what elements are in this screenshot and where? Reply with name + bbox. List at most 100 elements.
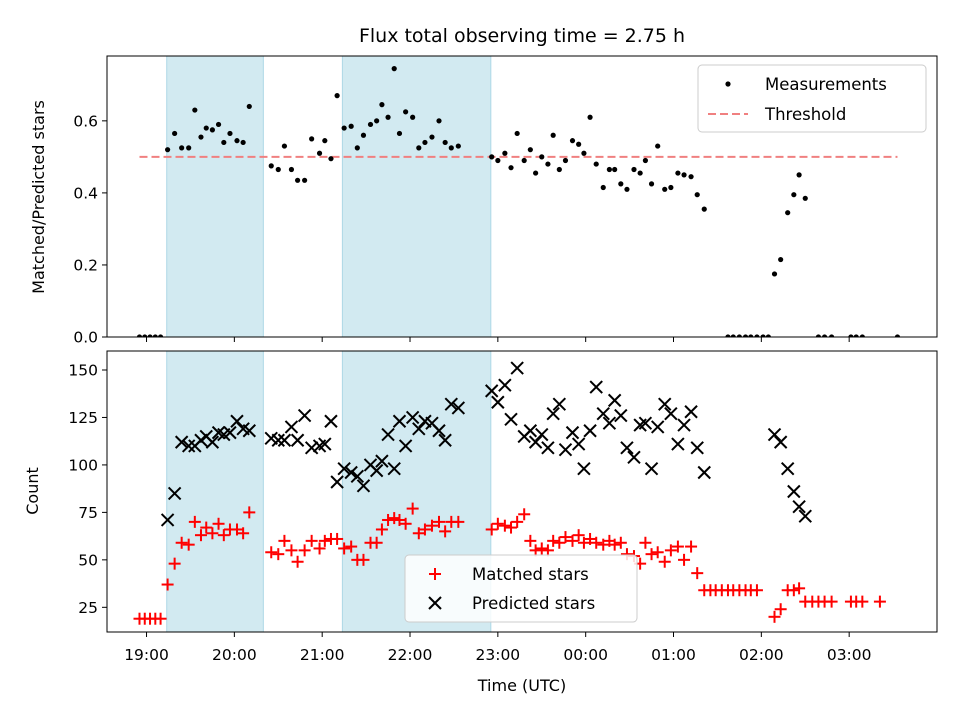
measurement-point — [618, 181, 624, 187]
predicted-point — [589, 380, 603, 394]
x-tick-label: 22:00 — [388, 646, 433, 664]
matched-point — [375, 523, 388, 536]
predicted-point — [451, 401, 466, 415]
measurement-point — [379, 102, 385, 108]
measurement-point — [514, 130, 520, 137]
predicted-point — [369, 463, 384, 478]
predicted-point — [528, 435, 543, 449]
predicted-point — [644, 462, 659, 476]
predicted-point — [504, 412, 518, 427]
measurement-point — [391, 66, 397, 72]
predicted-point — [392, 414, 407, 428]
measurement-point — [675, 170, 681, 176]
predicted-point — [677, 418, 691, 432]
matched-point — [182, 538, 195, 551]
predicted-point — [290, 433, 305, 447]
measurement-point — [587, 114, 593, 120]
predicted-point — [432, 424, 446, 438]
measurement-point — [275, 166, 281, 173]
predicted-point — [304, 441, 319, 455]
matched-point — [651, 546, 664, 559]
measurement-point — [403, 109, 409, 115]
predicted-point — [596, 406, 610, 421]
legend-predicted-label: Predicted stars — [472, 594, 595, 613]
measurement-point — [742, 334, 749, 337]
measurement-point — [556, 166, 562, 173]
measurement-point — [581, 150, 587, 156]
matched-point — [188, 515, 201, 528]
matched-point — [856, 595, 869, 608]
matched-point — [418, 523, 431, 536]
measurement-point — [152, 334, 158, 337]
measurement-point — [894, 334, 901, 337]
matched-point — [524, 534, 537, 547]
measurement-point — [791, 192, 797, 198]
x-tick-label: 21:00 — [300, 646, 345, 664]
measurement-point — [533, 170, 539, 176]
measurement-point — [829, 334, 835, 337]
measurement-point — [240, 139, 246, 146]
matched-point — [425, 519, 438, 532]
measurement-point — [576, 141, 582, 147]
matched-point — [345, 540, 358, 553]
measurement-point — [416, 145, 422, 151]
measurement-point — [227, 130, 233, 137]
matched-point — [518, 508, 531, 521]
predicted-point — [205, 435, 220, 449]
matched-point — [577, 536, 590, 549]
matched-point — [787, 584, 800, 597]
predicted-point — [242, 424, 256, 438]
measurement-point — [302, 177, 308, 183]
measurement-point — [246, 103, 252, 110]
measurement-point — [288, 166, 295, 173]
measurement-point — [760, 334, 766, 337]
predicted-point — [223, 425, 237, 440]
matched-point — [357, 553, 370, 566]
measurement-point — [221, 139, 227, 146]
predicted-point — [565, 425, 580, 440]
y-tick-label: 150 — [68, 361, 98, 379]
measurement-point — [748, 334, 754, 337]
matched-point — [825, 595, 838, 608]
matched-point — [645, 548, 658, 561]
matched-point — [200, 521, 213, 534]
matched-point — [168, 557, 181, 570]
measurement-point — [429, 134, 435, 140]
measurement-point — [527, 147, 533, 153]
top-y-axis-label: Matched/Predicted stars — [29, 100, 48, 294]
measurement-point — [198, 134, 204, 140]
predicted-point — [438, 433, 452, 447]
measurement-point — [754, 334, 760, 337]
predicted-point — [558, 443, 573, 457]
measurement-point — [436, 118, 442, 124]
predicted-point — [690, 441, 704, 455]
x-axis-label: Time (UTC) — [477, 676, 566, 695]
matched-point — [388, 512, 401, 525]
measurement-point — [165, 147, 171, 153]
shaded-span — [166, 351, 264, 632]
matched-point — [230, 523, 243, 536]
predicted-point — [318, 437, 332, 451]
matched-point — [590, 536, 603, 549]
predicted-point — [381, 427, 395, 442]
measurement-point — [802, 195, 808, 201]
predicted-point — [375, 454, 389, 468]
measurement-point — [448, 145, 454, 151]
matched-point — [217, 529, 230, 542]
measurement-point — [569, 138, 576, 144]
measurement-point — [309, 136, 315, 142]
measurement-point — [316, 150, 323, 156]
measurement-point — [765, 334, 771, 337]
y-tick-label: 0.2 — [73, 256, 98, 274]
matched-point — [433, 515, 445, 528]
predicted-point — [174, 435, 189, 449]
predicted-point — [571, 437, 586, 451]
predicted-point — [798, 509, 812, 523]
predicted-point — [583, 424, 597, 438]
matched-point — [505, 521, 518, 534]
measurement-point — [612, 166, 618, 173]
measurement-point — [136, 334, 143, 337]
bottom-legend: Matched stars Predicted stars — [404, 554, 638, 623]
measurement-point — [455, 143, 461, 149]
